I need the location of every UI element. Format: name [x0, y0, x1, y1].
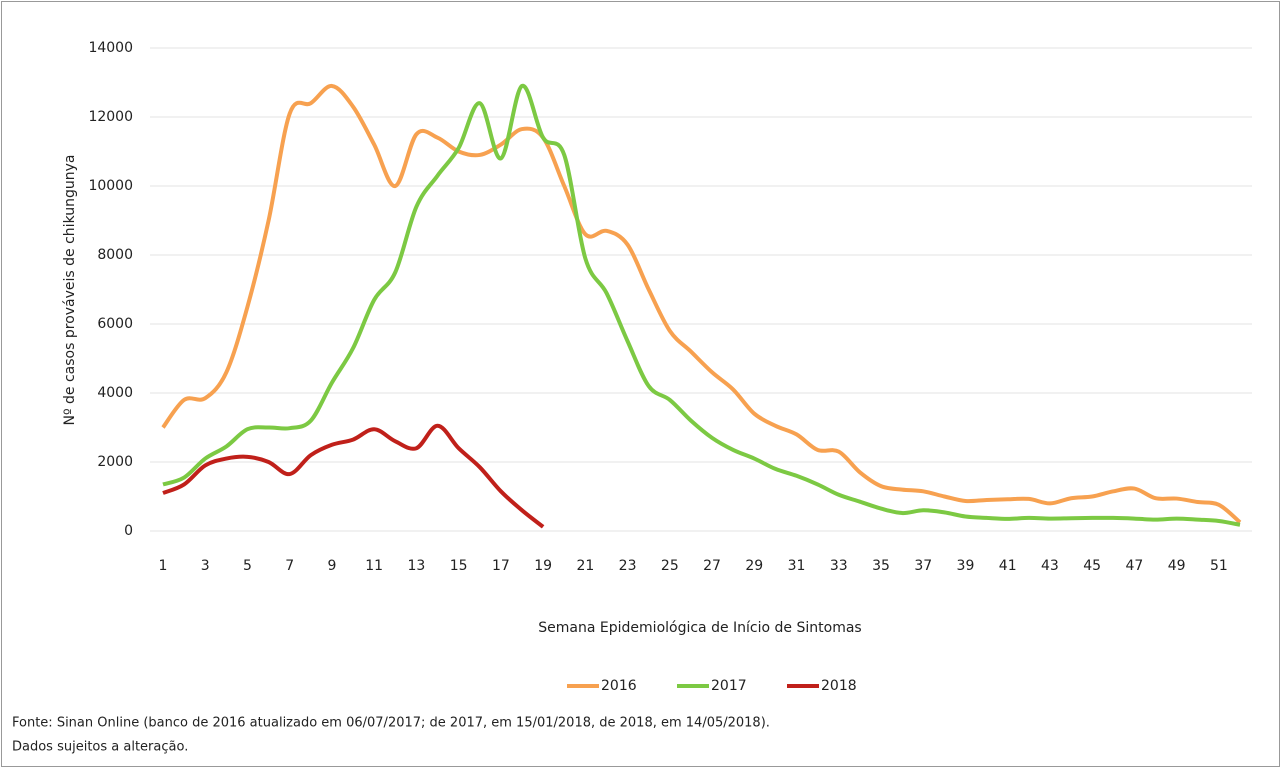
series-line	[161, 83, 1242, 524]
x-tick-label: 9	[327, 558, 336, 574]
x-tick-label: 47	[1125, 558, 1143, 574]
x-tick-label: 33	[830, 558, 848, 574]
note: Dados sujeitos a alteração.	[12, 740, 188, 755]
x-tick-label: 13	[407, 558, 425, 574]
x-tick-label: 15	[450, 558, 468, 574]
y-tick-label: 12000	[88, 109, 133, 125]
x-axis-title: Semana Epidemiológica de Início de Sinto…	[538, 620, 861, 636]
x-tick-label: 45	[1083, 558, 1101, 574]
x-tick-label: 11	[365, 558, 383, 574]
y-tick-label: 0	[124, 523, 133, 539]
x-tick-label: 35	[872, 558, 890, 574]
x-tick-label: 25	[661, 558, 679, 574]
x-tick-label: 1	[159, 558, 168, 574]
y-tick-label: 6000	[97, 316, 133, 332]
legend-label: 2018	[821, 678, 857, 694]
x-tick-label: 41	[999, 558, 1017, 574]
series-line	[162, 423, 545, 529]
x-tick-label: 31	[788, 558, 806, 574]
x-tick-label: 5	[243, 558, 252, 574]
y-tick-label: 10000	[88, 178, 133, 194]
x-tick-label: 3	[201, 558, 210, 574]
x-tick-label: 17	[492, 558, 510, 574]
x-tick-label: 29	[745, 558, 763, 574]
x-tick-label: 23	[619, 558, 637, 574]
x-tick-label: 39	[957, 558, 975, 574]
legend-label: 2016	[601, 678, 637, 694]
x-tick-label: 37	[914, 558, 932, 574]
series-line	[162, 83, 1241, 527]
y-tick-label: 2000	[97, 454, 133, 470]
y-tick-label: 14000	[88, 40, 133, 56]
y-axis-title: Nº de casos prováveis de chikungunya	[62, 155, 78, 426]
x-tick-label: 7	[285, 558, 294, 574]
legend-label: 2017	[711, 678, 747, 694]
y-tick-label: 4000	[97, 385, 133, 401]
x-tick-label: 21	[576, 558, 594, 574]
source: Fonte: Sinan Online (banco de 2016 atual…	[12, 716, 770, 731]
x-tick-label: 27	[703, 558, 721, 574]
x-tick-label: 51	[1210, 558, 1228, 574]
x-tick-label: 43	[1041, 558, 1059, 574]
x-tick-label: 19	[534, 558, 552, 574]
x-tick-label: 49	[1168, 558, 1186, 574]
y-tick-label: 8000	[97, 247, 133, 263]
